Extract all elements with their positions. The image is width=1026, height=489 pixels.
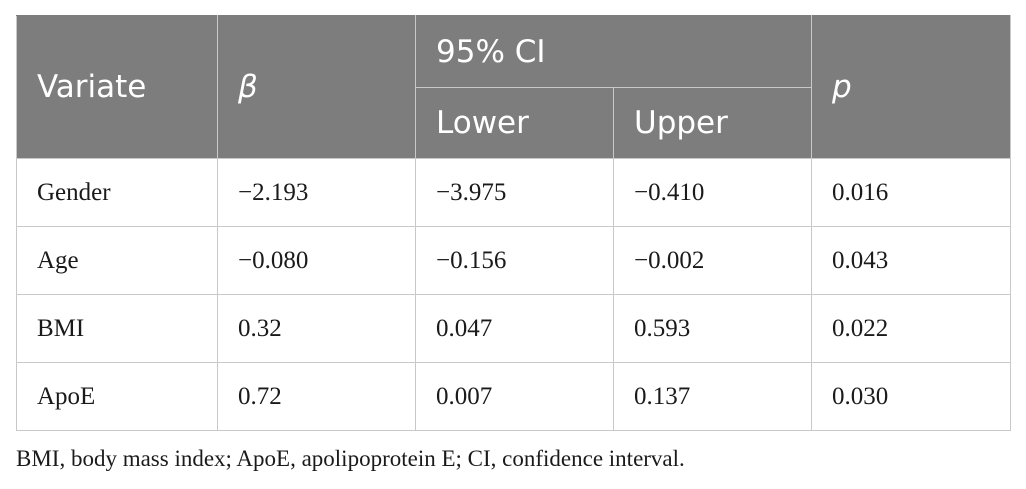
cell-beta: −2.193 — [217, 158, 416, 227]
table-row: Age −0.080 −0.156 −0.002 0.043 — [16, 226, 1012, 295]
header-variate: Variate — [16, 15, 218, 159]
regression-table: Variate β 95% CI p Lower Upper Gender −2… — [16, 15, 1012, 431]
cell-variate: ApoE — [16, 362, 218, 431]
cell-beta: 0.32 — [217, 294, 416, 363]
cell-ci-upper: −0.002 — [612, 226, 813, 295]
cell-ci-lower: −0.156 — [415, 226, 614, 295]
header-ci-lower: Lower — [415, 87, 614, 159]
regression-table-container: Variate β 95% CI p Lower Upper Gender −2… — [16, 15, 1012, 431]
cell-p-value: 0.022 — [811, 294, 1012, 363]
cell-variate: Age — [16, 226, 218, 295]
cell-variate: BMI — [16, 294, 218, 363]
cell-ci-lower: −3.975 — [415, 158, 614, 227]
cell-ci-upper: −0.410 — [612, 158, 813, 227]
cell-p-value: 0.016 — [811, 158, 1012, 227]
cell-ci-lower: 0.007 — [415, 362, 614, 431]
cell-beta: −0.080 — [217, 226, 416, 295]
header-ci-upper: Upper — [612, 87, 813, 159]
cell-ci-lower: 0.047 — [415, 294, 614, 363]
table-row: BMI 0.32 0.047 0.593 0.022 — [16, 294, 1012, 363]
cell-beta: 0.72 — [217, 362, 416, 431]
cell-p-value: 0.030 — [811, 362, 1012, 431]
header-row-1: Variate β 95% CI p — [16, 15, 1012, 159]
header-p-value: p — [811, 15, 1012, 159]
cell-p-value: 0.043 — [811, 226, 1012, 295]
table-body: Gender −2.193 −3.975 −0.410 0.016 Age −0… — [16, 158, 1012, 431]
cell-ci-upper: 0.593 — [612, 294, 813, 363]
header-row-2: Lower Upper — [17, 87, 1011, 159]
table-header: Variate β 95% CI p Lower Upper — [16, 15, 1012, 159]
header-ci: 95% CI — [414, 15, 813, 88]
cell-variate: Gender — [16, 158, 218, 227]
header-beta: β — [217, 15, 416, 159]
table-row: Gender −2.193 −3.975 −0.410 0.016 — [16, 158, 1012, 227]
table-footnote: BMI, body mass index; ApoE, apolipoprote… — [16, 446, 685, 471]
table-row: ApoE 0.72 0.007 0.137 0.030 — [16, 362, 1012, 431]
cell-ci-upper: 0.137 — [612, 362, 813, 431]
